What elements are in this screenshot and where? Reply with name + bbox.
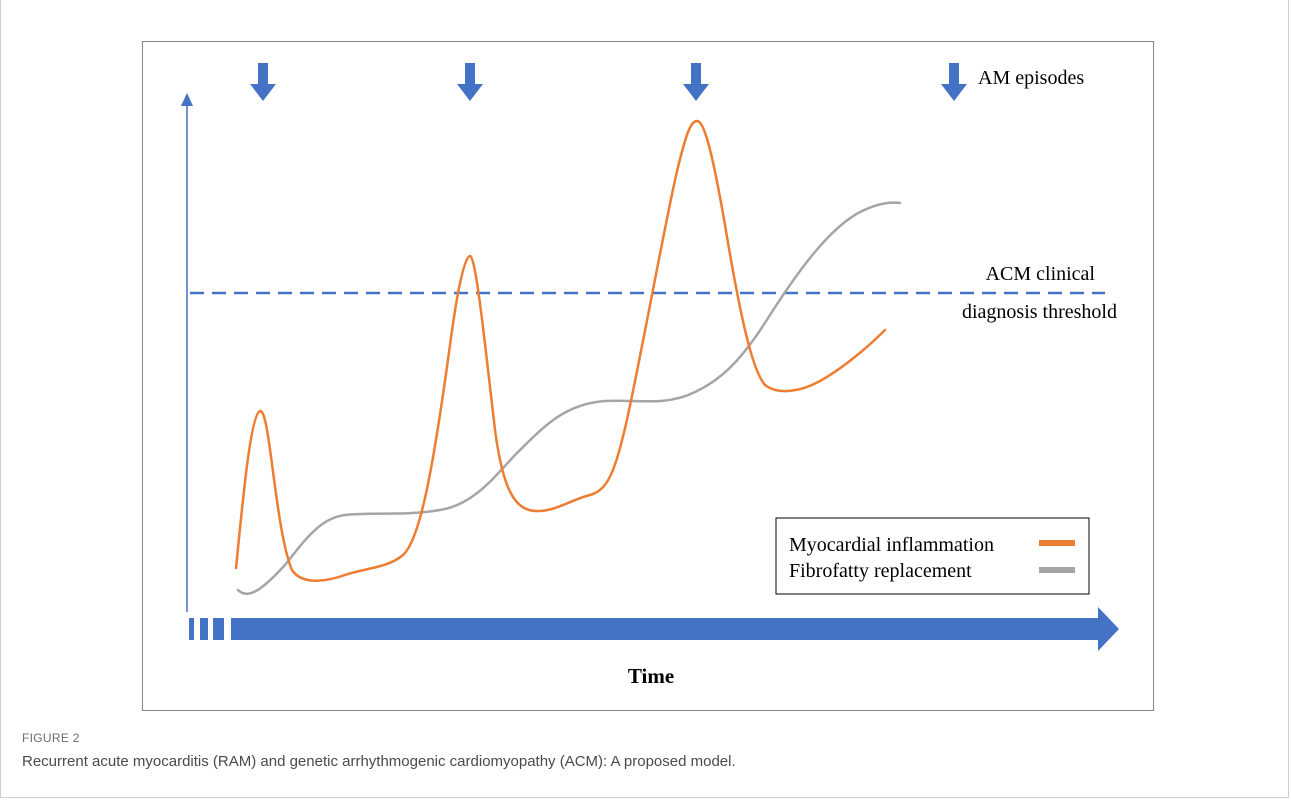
figure-panel — [142, 41, 1154, 711]
x-axis-label: Time — [628, 664, 674, 688]
episode-arrow-3 — [683, 63, 709, 101]
down-arrow-icon — [250, 63, 276, 101]
time-axis: Time — [189, 607, 1119, 688]
figure-label: FIGURE 2 — [22, 731, 80, 745]
down-arrow-icon — [457, 63, 483, 101]
time-axis-dash — [200, 618, 208, 640]
legend-fibrofatty-label: Fibrofatty replacement — [789, 560, 972, 582]
down-arrow-icon — [941, 63, 967, 101]
episode-arrow-2 — [457, 63, 483, 101]
am-episodes-legend: AM episodes — [941, 63, 1084, 101]
inflammation-curve — [234, 119, 887, 582]
episode-arrow-1 — [250, 63, 276, 101]
am-episodes-label: AM episodes — [978, 67, 1084, 89]
down-arrow-icon — [683, 63, 709, 101]
figure-caption: Recurrent acute myocarditis (RAM) and ge… — [22, 753, 736, 770]
up-arrow-icon — [181, 93, 193, 106]
time-axis-dash — [189, 618, 194, 640]
series-legend: Myocardial inflammation Fibrofatty repla… — [775, 517, 1090, 595]
time-axis-dash — [213, 618, 224, 640]
threshold-label-line1: ACM clinical — [986, 263, 1096, 285]
right-arrow-icon — [231, 607, 1119, 651]
fibrofatty-curve — [236, 201, 902, 596]
threshold-label-line2: diagnosis threshold — [962, 301, 1117, 323]
legend-box — [775, 517, 1090, 595]
legend-inflammation-label: Myocardial inflammation — [789, 534, 994, 556]
